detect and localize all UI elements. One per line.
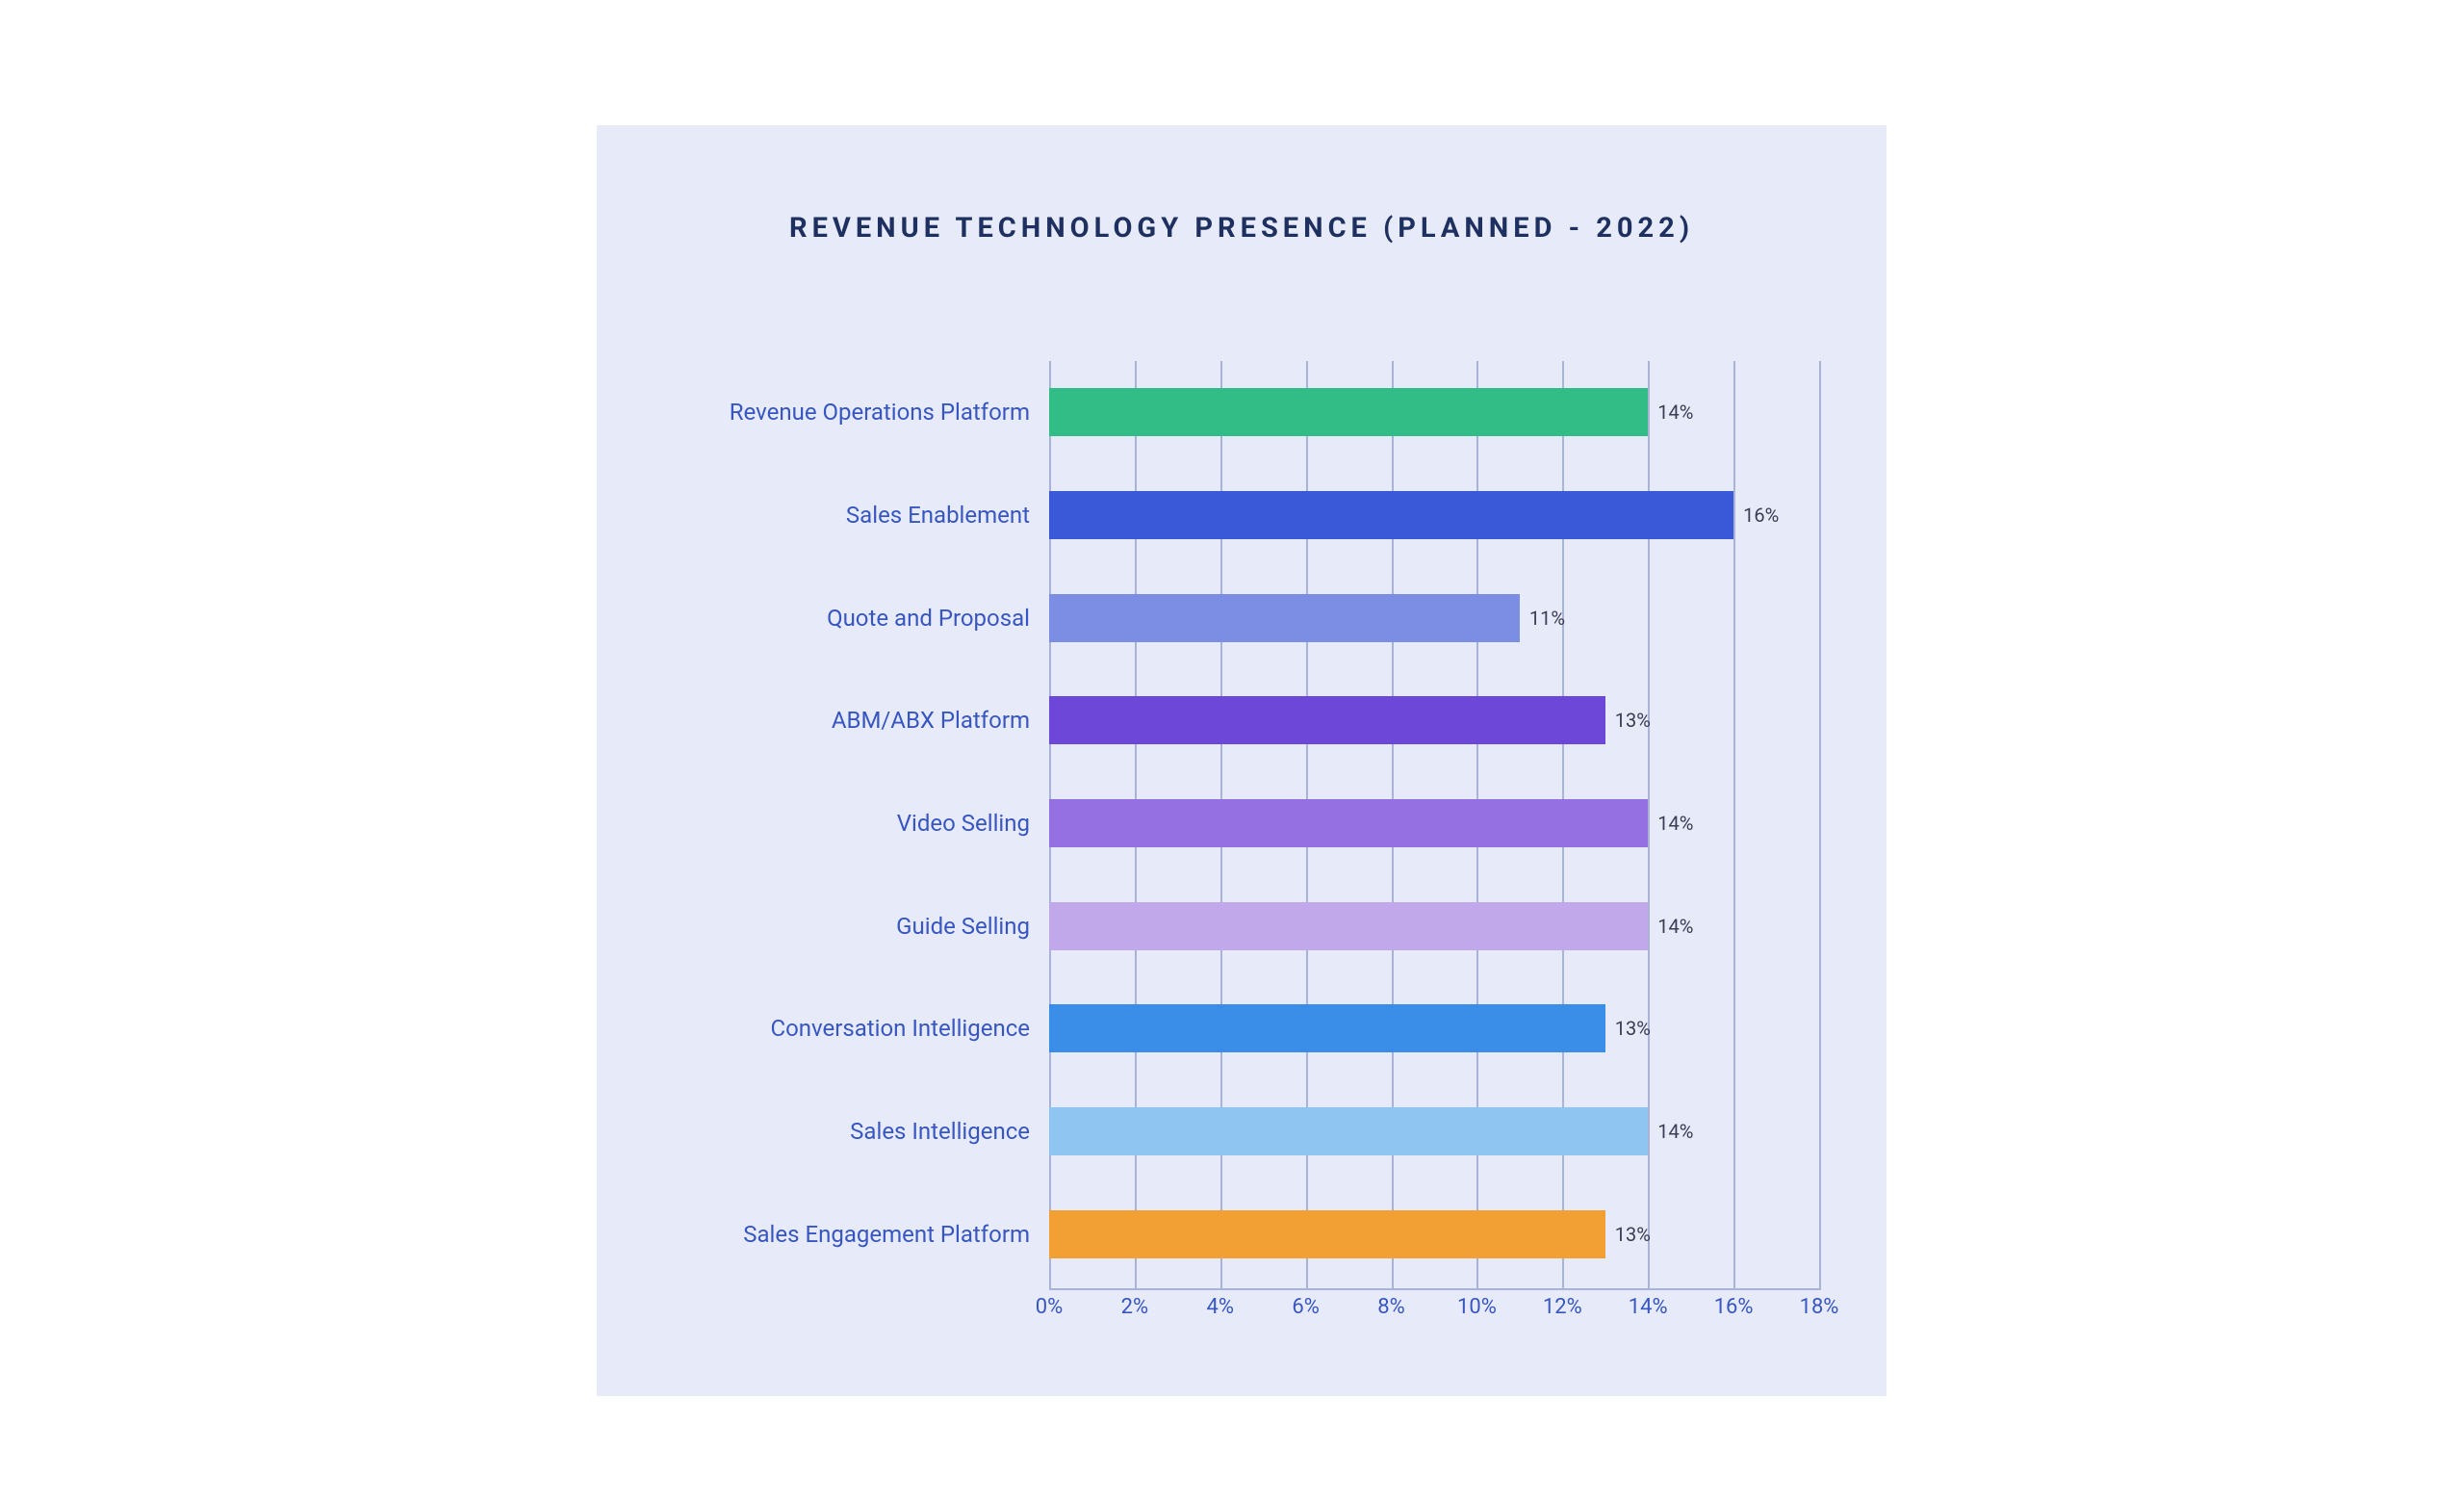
chart-title: REVENUE TECHNOLOGY PRESENCE (PLANNED - 2… bbox=[597, 212, 1886, 245]
category-label: Guide Selling bbox=[896, 907, 1030, 945]
bar bbox=[1049, 696, 1605, 744]
category-label: Video Selling bbox=[897, 804, 1030, 842]
bar bbox=[1049, 799, 1648, 847]
bar bbox=[1049, 1210, 1605, 1258]
x-tick-label: 4% bbox=[1207, 1295, 1234, 1319]
x-tick-label: 14% bbox=[1629, 1295, 1668, 1319]
plot-area: 0%2%4%6%8%10%12%14%16%18%Revenue Operati… bbox=[1049, 361, 1819, 1285]
bar bbox=[1049, 1004, 1605, 1052]
bar bbox=[1049, 1107, 1648, 1155]
x-tick-label: 18% bbox=[1800, 1295, 1839, 1319]
bar bbox=[1049, 388, 1648, 436]
category-label: Quote and Proposal bbox=[827, 599, 1030, 637]
bar bbox=[1049, 491, 1733, 539]
category-label: ABM/ABX Platform bbox=[832, 701, 1030, 739]
bar bbox=[1049, 902, 1648, 950]
category-label: Sales Intelligence bbox=[850, 1112, 1030, 1151]
category-label: Sales Engagement Platform bbox=[743, 1215, 1030, 1254]
chart-container: REVENUE TECHNOLOGY PRESENCE (PLANNED - 2… bbox=[597, 125, 1886, 1396]
value-label: 13% bbox=[1605, 1210, 1651, 1258]
bar bbox=[1049, 594, 1520, 642]
value-label: 14% bbox=[1648, 388, 1693, 436]
x-axis bbox=[1049, 1288, 1819, 1290]
x-tick-label: 12% bbox=[1543, 1295, 1582, 1319]
value-label: 14% bbox=[1648, 902, 1693, 950]
x-tick-label: 10% bbox=[1457, 1295, 1497, 1319]
value-label: 13% bbox=[1605, 696, 1651, 744]
x-tick-label: 6% bbox=[1292, 1295, 1319, 1319]
value-label: 13% bbox=[1605, 1004, 1651, 1052]
category-label: Conversation Intelligence bbox=[770, 1009, 1030, 1048]
value-label: 11% bbox=[1520, 594, 1565, 642]
x-tick-label: 2% bbox=[1121, 1295, 1148, 1319]
x-tick-label: 16% bbox=[1714, 1295, 1754, 1319]
category-label: Sales Enablement bbox=[846, 496, 1030, 534]
x-tick-label: 8% bbox=[1377, 1295, 1404, 1319]
grid-line bbox=[1819, 361, 1821, 1290]
category-label: Revenue Operations Platform bbox=[730, 393, 1030, 431]
value-label: 14% bbox=[1648, 799, 1693, 847]
x-tick-label: 0% bbox=[1036, 1295, 1063, 1319]
value-label: 14% bbox=[1648, 1107, 1693, 1155]
value-label: 16% bbox=[1733, 491, 1779, 539]
